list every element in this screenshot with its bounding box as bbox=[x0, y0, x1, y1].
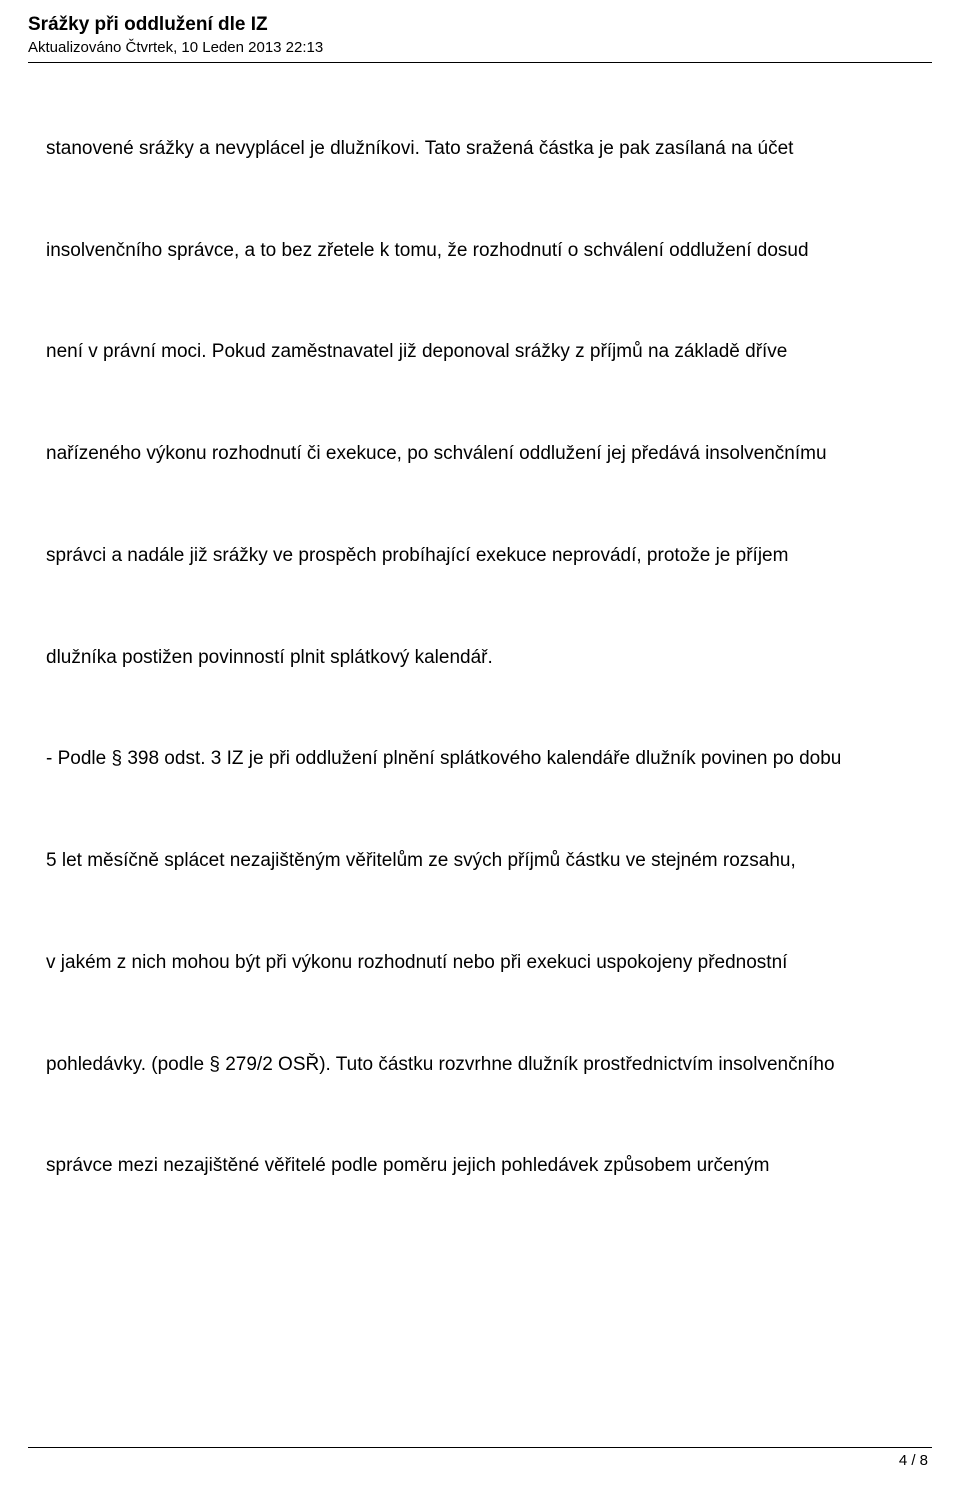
page-updated: Aktualizováno Čtvrtek, 10 Leden 2013 22:… bbox=[28, 39, 932, 56]
body-line: stanovené srážky a nevyplácel je dlužník… bbox=[46, 137, 914, 161]
page-footer: 4 / 8 bbox=[28, 1447, 932, 1469]
body-line: v jakém z nich mohou být při výkonu rozh… bbox=[46, 951, 914, 975]
body-line: - Podle § 398 odst. 3 IZ je při oddlužen… bbox=[46, 747, 914, 771]
page-body: stanovené srážky a nevyplácel je dlužník… bbox=[28, 63, 932, 1178]
body-line: insolvenčního správce, a to bez zřetele … bbox=[46, 239, 914, 263]
body-line: správci a nadále již srážky ve prospěch … bbox=[46, 544, 914, 568]
page-header: Srážky při oddlužení dle IZ Aktualizován… bbox=[28, 14, 932, 63]
body-line: není v právní moci. Pokud zaměstnavatel … bbox=[46, 340, 914, 364]
page-title: Srážky při oddlužení dle IZ bbox=[28, 14, 932, 37]
page-number: 4 / 8 bbox=[28, 1452, 932, 1469]
body-line: pohledávky. (podle § 279/2 OSŘ). Tuto čá… bbox=[46, 1053, 914, 1077]
body-line: správce mezi nezajištěné věřitelé podle … bbox=[46, 1154, 914, 1178]
page: Srážky při oddlužení dle IZ Aktualizován… bbox=[0, 0, 960, 1487]
body-line: dlužníka postižen povinností plnit splát… bbox=[46, 646, 914, 670]
footer-rule bbox=[28, 1447, 932, 1448]
body-line: 5 let měsíčně splácet nezajištěným věřit… bbox=[46, 849, 914, 873]
body-line: nařízeného výkonu rozhodnutí či exekuce,… bbox=[46, 442, 914, 466]
